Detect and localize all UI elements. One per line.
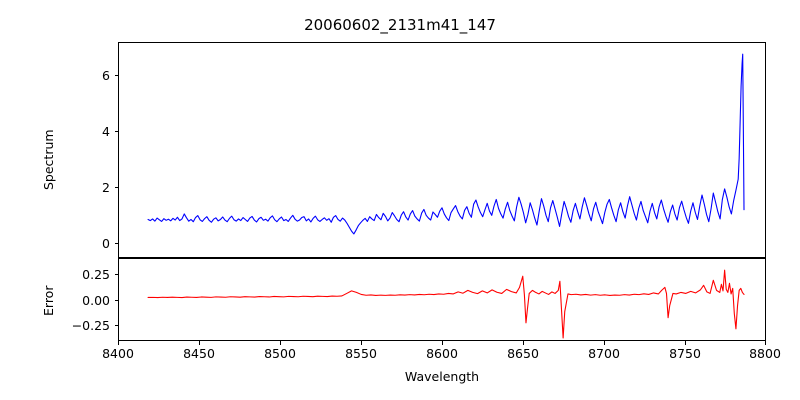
xtick-mark-3 — [361, 341, 363, 345]
ytick-label-top-2: 4 — [102, 123, 110, 139]
xtick-label-2: 8500 — [264, 346, 296, 361]
xtick-mark-8 — [765, 341, 767, 345]
xtick-label-8: 8800 — [749, 346, 781, 361]
xtick-label-7: 8750 — [669, 346, 701, 361]
xtick-label-3: 8550 — [345, 346, 377, 361]
ytick-label-bottom-2: 0.25 — [82, 266, 110, 282]
error-plot-area — [118, 258, 766, 341]
spectrum-plot-area — [118, 42, 766, 258]
ytick-label-top-0: 0 — [102, 236, 110, 251]
error-line-series — [147, 269, 745, 339]
xtick-label-1: 8450 — [183, 346, 215, 361]
xtick-label-4: 8600 — [426, 346, 458, 361]
ytick-mark-top-2 — [114, 130, 118, 132]
xtick-label-5: 8650 — [507, 346, 539, 361]
ytick-mark-top-1 — [114, 186, 118, 188]
y-axis-title-spectrum: Spectrum — [41, 129, 56, 190]
xtick-mark-4 — [442, 341, 444, 345]
ytick-label-bottom-0: −0.25 — [71, 318, 110, 334]
ytick-label-bottom-1: 0.00 — [82, 292, 110, 308]
xtick-mark-2 — [280, 341, 282, 345]
xtick-mark-5 — [523, 341, 525, 345]
ytick-mark-bottom-1 — [114, 299, 118, 301]
xtick-mark-0 — [118, 341, 120, 345]
spectrum-line-series — [147, 53, 745, 235]
x-axis-title: Wavelength — [404, 369, 480, 384]
xtick-mark-7 — [685, 341, 687, 345]
xtick-label-0: 8400 — [102, 346, 134, 361]
xtick-mark-6 — [604, 341, 606, 345]
ytick-mark-bottom-0 — [114, 325, 118, 327]
xtick-label-6: 8700 — [588, 346, 620, 361]
ytick-mark-top-3 — [114, 74, 118, 76]
figure-title: 20060602_2131m41_147 — [304, 16, 496, 34]
ytick-mark-top-0 — [114, 243, 118, 245]
xtick-mark-1 — [199, 341, 201, 345]
ytick-label-top-3: 6 — [102, 67, 110, 83]
ytick-label-top-1: 2 — [102, 179, 110, 195]
ytick-mark-bottom-2 — [114, 273, 118, 275]
y-axis-title-error: Error — [41, 285, 56, 316]
